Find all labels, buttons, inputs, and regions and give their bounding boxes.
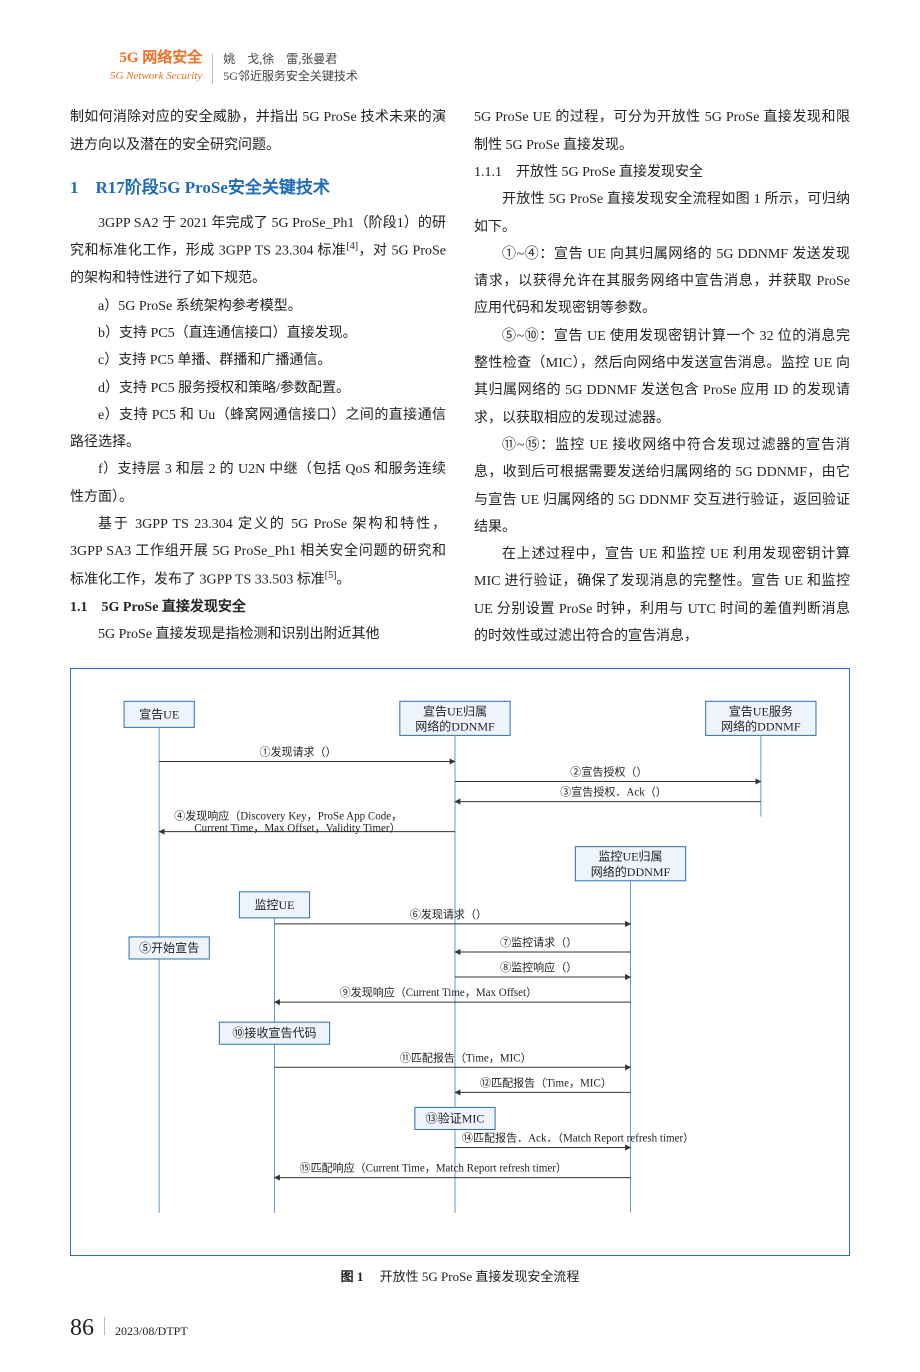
lifeline-announce-home-l2: 网络的DDNMF [415, 719, 495, 734]
msg-1: ①发现请求（） [259, 745, 336, 759]
li-f: f）支持层 3 和层 2 的 U2N 中继（包括 QoS 和服务连续性方面）。 [70, 456, 446, 511]
lifeline-announce-serv-ddnmf: 宣告UE服务 网络的DDNMF [706, 702, 816, 817]
msg-8: ⑧监控响应（） [500, 960, 577, 974]
brand-cn: 5G 网络安全 [110, 48, 202, 69]
ref-5: [5] [325, 570, 337, 581]
article-title: 5G邻近服务安全关键技术 [223, 68, 358, 85]
p-1-1-1-d: ⑪~⑮：监控 UE 接收网络中符合发现过滤器的宣告消息，收到后可根据需要发送给归… [474, 432, 850, 541]
lifeline-monitor-home-l2: 网络的DDNMF [591, 864, 671, 879]
p-sa3-text: 基于 3GPP TS 23.304 定义的 5G ProSe 架构和特性，3GP… [70, 517, 446, 587]
self-step-10: ⑩接收宣告代码 [232, 1026, 316, 1041]
msg-4-l1: ④发现响应（Discovery Key，ProSe App Code， [174, 809, 402, 823]
page-footer: 86 2023/08/DTPT [70, 1315, 850, 1342]
msg-6: ⑥发现请求（） [410, 907, 487, 921]
lifeline-monitor-home-l1: 监控UE归属 [598, 850, 662, 864]
li-c: c）支持 PC5 单播、群播和广播通信。 [70, 347, 446, 374]
self-step-13: ⑬验证MIC [426, 1111, 485, 1126]
msg-12: ⑫匹配报告（Time，MIC） [480, 1076, 612, 1090]
brand-block: 5G 网络安全 5G Network Security [110, 48, 202, 84]
lifeline-announce-home-l1: 宣告UE归属 [423, 704, 487, 719]
figure-1-caption-text: 开放性 5G ProSe 直接发现安全流程 [380, 1269, 580, 1284]
lifeline-announce-ue-label: 宣告UE [139, 707, 179, 722]
ref-4: [4] [346, 241, 358, 252]
p-1-1-1-e: 在上述过程中，宣告 UE 和监控 UE 利用发现密钥计算 MIC 进行验证，确保… [474, 541, 850, 650]
sequence-diagram: 宣告UE 宣告UE归属 网络的DDNMF 宣告UE服务 网络的DDNMF 监控U… [99, 687, 821, 1227]
intro-continue: 制如何消除对应的安全威胁，并指出 5G ProSe 技术未来的演进方向以及潜在的… [70, 104, 446, 159]
li-b: b）支持 PC5（直连通信接口）直接发现。 [70, 320, 446, 347]
page-number: 86 [70, 1315, 94, 1342]
meta-block: 姚 戈,徐 雷,张曼君 5G邻近服务安全关键技术 [223, 51, 358, 85]
li-e: e）支持 PC5 和 Uu（蜂窝网通信接口）之间的直接通信路径选择。 [70, 402, 446, 457]
brand-en: 5G Network Security [110, 69, 202, 84]
lifeline-announce-serv-l1: 宣告UE服务 [729, 704, 793, 719]
figure-1-caption: 图 1 开放性 5G ProSe 直接发现安全流程 [70, 1266, 850, 1285]
p-1-1: 5G ProSe 直接发现是指检测和识别出附近其他 [70, 621, 446, 648]
li-d: d）支持 PC5 服务授权和策略/参数配置。 [70, 375, 446, 402]
section-1-heading: 1 R17阶段5G ProSe安全关键技术 [70, 171, 446, 204]
figure-1-label: 图 1 [341, 1269, 364, 1284]
section-1-1-heading: 1.1 5G ProSe 直接发现安全 [70, 594, 446, 621]
figure-1: 宣告UE 宣告UE归属 网络的DDNMF 宣告UE服务 网络的DDNMF 监控U… [70, 668, 850, 1256]
msg-2: ②宣告授权（） [570, 765, 647, 779]
p-1-1-1-c: ⑤~⑩：宣告 UE 使用发现密钥计算一个 32 位的消息完整性检查（MIC），然… [474, 323, 850, 432]
p-sa2: 3GPP SA2 于 2021 年完成了 5G ProSe_Ph1（阶段1）的研… [70, 210, 446, 293]
running-head: 5G 网络安全 5G Network Security 姚 戈,徐 雷,张曼君 … [70, 48, 850, 84]
col2-p1: 5G ProSe UE 的过程，可分为开放性 5G ProSe 直接发现和限制性… [474, 104, 850, 159]
p-1-1-1-b: ①~④：宣告 UE 向其归属网络的 5G DDNMF 发送发现请求，以获得允许在… [474, 241, 850, 323]
li-a: a）5G ProSe 系统架构参考模型。 [70, 293, 446, 320]
msg-9: ⑨发现响应（Current Time，Max Offset） [340, 985, 537, 999]
lifeline-monitor-home-ddnmf: 监控UE归属 网络的DDNMF [575, 847, 685, 1213]
msg-14: ⑭匹配报告．Ack．（Match Report refresh timer） [462, 1131, 694, 1145]
issue-label: 2023/08/DTPT [115, 1324, 188, 1339]
msg-4-l2: Current Time，Max Offset，Validity Timer） [194, 822, 400, 835]
section-1-1-1-heading: 1.1.1 开放性 5G ProSe 直接发现安全 [474, 159, 850, 186]
msg-15: ⑮匹配响应（Current Time，Match Report refresh … [300, 1161, 567, 1175]
page: 5G 网络安全 5G Network Security 姚 戈,徐 雷,张曼君 … [0, 0, 920, 1372]
header-divider [212, 54, 213, 84]
lifeline-announce-serv-l2: 网络的DDNMF [721, 719, 801, 734]
p-sa3: 基于 3GPP TS 23.304 定义的 5G ProSe 架构和特性，3GP… [70, 511, 446, 594]
msg-7: ⑦监控请求（） [500, 935, 577, 949]
msg-3: ③宣告授权．Ack（） [560, 785, 666, 799]
body-columns: 制如何消除对应的安全威胁，并指出 5G ProSe 技术未来的演进方向以及潜在的… [70, 104, 850, 650]
authors: 姚 戈,徐 雷,张曼君 [223, 51, 358, 68]
p-sa3-tail: 。 [336, 572, 350, 587]
footer-divider [104, 1317, 105, 1335]
self-step-5: ⑤开始宣告 [139, 940, 199, 955]
msg-11: ⑪匹配报告（Time，MIC） [400, 1051, 532, 1065]
p-1-1-1-a: 开放性 5G ProSe 直接发现安全流程如图 1 所示，可归纳如下。 [474, 186, 850, 241]
lifeline-monitor-ue-label: 监控UE [254, 898, 294, 912]
